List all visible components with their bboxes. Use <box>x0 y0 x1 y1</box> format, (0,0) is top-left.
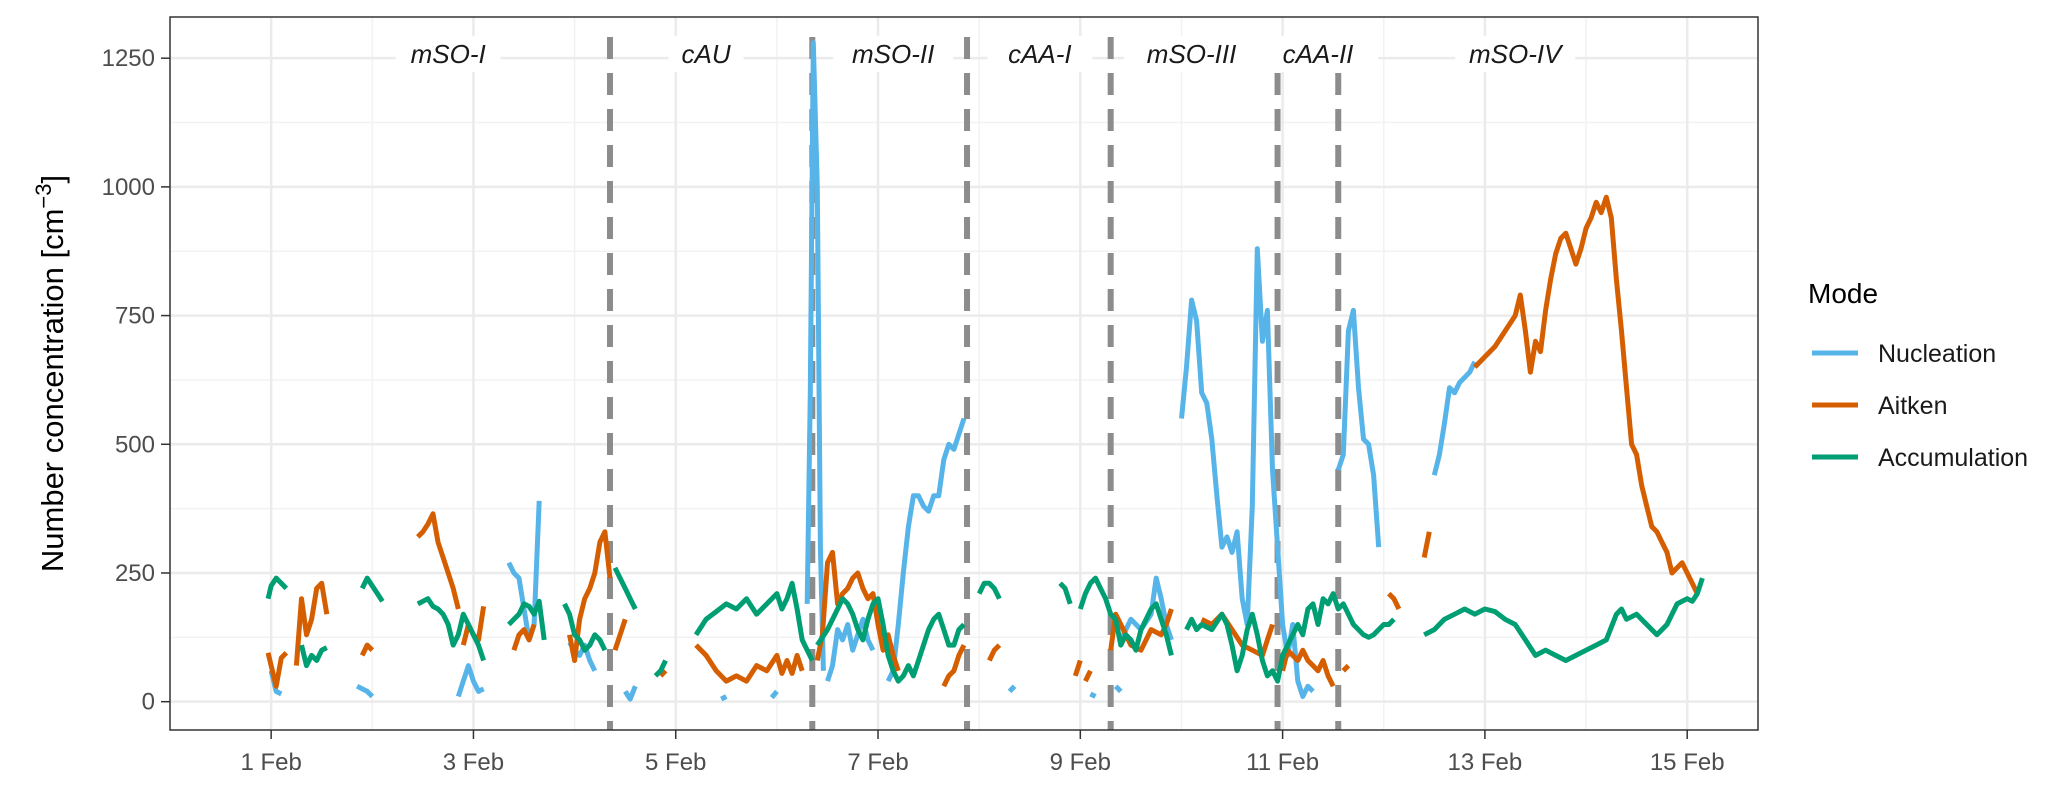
nucleation-line-segment <box>804 40 826 671</box>
y-axis-title-text: Number concentration [cm−3] <box>31 175 70 572</box>
accumulation-line-segment <box>653 659 668 678</box>
accumulation-line-segment <box>612 566 638 611</box>
nucleation-line-segment <box>1335 307 1382 548</box>
y-tick-label: 1250 <box>102 45 155 72</box>
accumulation-line-segment <box>815 596 966 684</box>
phase-label-bg <box>1455 36 1576 72</box>
nucleation-line-segment <box>769 689 779 700</box>
x-tick-label: 5 Feb <box>645 749 706 776</box>
y-tick-label: 1000 <box>102 174 155 201</box>
aitken-line-segment <box>1387 591 1402 611</box>
grid <box>170 17 1758 730</box>
y-axis-title-main: Number concentration [cm <box>35 209 70 573</box>
x-tick-label: 9 Feb <box>1050 749 1111 776</box>
nucleation-line-segment <box>455 663 485 698</box>
nucleation-line-segment <box>720 694 728 702</box>
aitken-line-segment <box>612 618 628 651</box>
phase-label: cAU <box>682 39 731 69</box>
y-tick-label: 750 <box>115 303 155 330</box>
y-axis: 0 250 500 750 1000 1250 <box>102 45 170 716</box>
x-tick-label: 1 Feb <box>240 749 301 776</box>
y-axis-title-exponent: −3 <box>31 183 56 208</box>
aitken-line-segment <box>567 529 613 663</box>
aitken-line-segment <box>1083 669 1093 683</box>
nucleation-line-segment <box>885 417 967 683</box>
aitken-line-segment <box>1072 659 1083 677</box>
aitken-line-segment <box>265 651 289 689</box>
accumulation-legend-label: Accumulation <box>1878 444 2028 472</box>
accumulation-line-segment <box>693 580 815 662</box>
nucleation-line-segment <box>1007 684 1017 694</box>
phase-label-bg <box>668 36 744 72</box>
y-tick-label: 0 <box>142 689 155 716</box>
x-tick-label: 3 Feb <box>443 749 504 776</box>
phase-label: mSO-III <box>1147 39 1237 69</box>
nucleation-line-segment <box>1089 691 1097 699</box>
series-lines <box>265 40 1705 702</box>
aitken-line-segment <box>1280 647 1336 688</box>
phase-label-bg <box>1124 36 1260 72</box>
accumulation-line-segment <box>1423 577 1705 663</box>
x-tick-label: 13 Feb <box>1448 749 1523 776</box>
x-tick-label: 15 Feb <box>1650 749 1725 776</box>
aitken-line-segment <box>416 511 461 610</box>
aitken-line-segment <box>511 623 537 651</box>
accumulation-line-segment <box>265 575 289 600</box>
accumulation-line-segment <box>507 598 547 641</box>
phase-label-bg <box>833 36 954 72</box>
phase-label-bg <box>1258 36 1379 72</box>
aitken-legend-label: Aitken <box>1878 392 1947 420</box>
legend-title: Mode <box>1808 278 1878 309</box>
aitken-line-segment <box>694 643 805 684</box>
aitken-line-segment <box>1473 194 1700 595</box>
accumulation-line-segment <box>1058 581 1073 605</box>
x-axis: 1 Feb 3 Feb 5 Feb 7 Feb 9 Feb 11 Feb 13 Feb 15 … <box>240 730 1725 776</box>
phase-label: cAA-II <box>1283 39 1354 69</box>
y-axis-title: Number concentration [cm−3] <box>31 175 70 572</box>
aitken-line-segment <box>658 669 668 678</box>
aitken-line-segment <box>1421 531 1432 558</box>
aitken-line-segment <box>293 580 330 666</box>
y-tick-label: 250 <box>115 560 155 587</box>
nucleation-line-segment <box>355 683 375 699</box>
aitken-line-segment <box>1341 663 1351 673</box>
nucleation-line-segment <box>623 685 638 702</box>
x-tick-label: 7 Feb <box>847 749 908 776</box>
accumulation-line-segment <box>976 580 1002 600</box>
plot-frame <box>169 16 1759 731</box>
phase-label: mSO-II <box>852 39 934 69</box>
phase-label: cAA-I <box>1008 39 1072 69</box>
legend: Mode Nucleation Aitken Accumulation <box>1808 278 2028 472</box>
accumulation-line-segment <box>299 644 328 669</box>
phase-labels: mSO-I cAU mSO-II cAA-I mSO-III cAA-II mSO-IV <box>395 36 1576 72</box>
accumulation-line-segment <box>562 602 608 653</box>
nucleation-line-segment <box>1431 360 1478 476</box>
y-tick-label: 500 <box>115 431 155 458</box>
phase-label-bg <box>987 36 1093 72</box>
phase-label: mSO-I <box>411 39 486 69</box>
accumulation-line-segment <box>1184 591 1396 684</box>
x-tick-label: 11 Feb <box>1246 749 1319 776</box>
phase-label: mSO-IV <box>1469 39 1564 69</box>
phase-label-bg <box>395 36 501 72</box>
accumulation-line-segment <box>1077 575 1174 657</box>
nucleation-legend-label: Nucleation <box>1878 340 1996 368</box>
aitken-line-segment <box>359 642 375 657</box>
accumulation-line-segment <box>359 575 385 603</box>
aitken-line-segment <box>941 643 967 688</box>
accumulation-line-segment <box>416 596 486 662</box>
aitken-line-segment <box>987 643 1002 662</box>
y-axis-title-close: ] <box>35 175 70 184</box>
nucleation-line-segment <box>1113 684 1123 694</box>
legend-items: Nucleation Aitken Accumulation <box>1812 340 2028 472</box>
